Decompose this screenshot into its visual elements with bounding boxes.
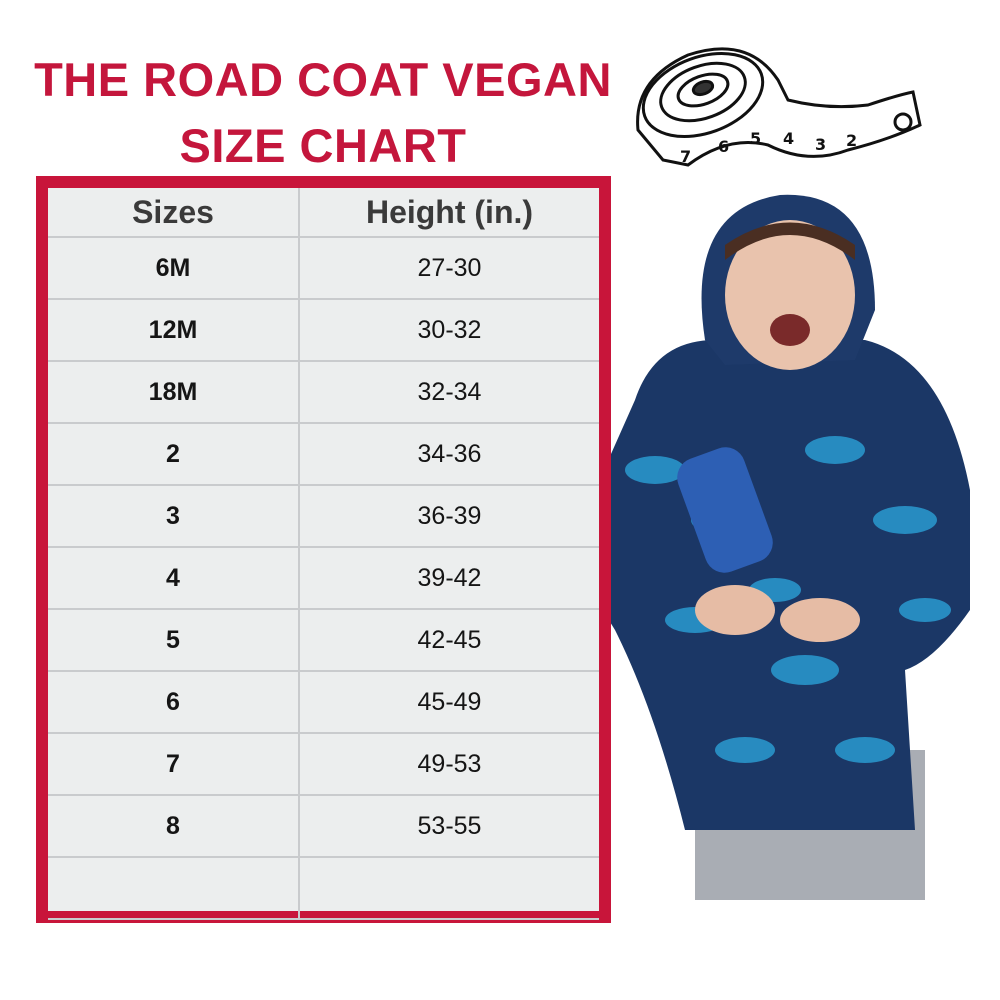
- table-row: 6 45-49: [48, 672, 599, 734]
- height-cell: 42-45: [417, 625, 482, 654]
- height-cell: 36-39: [417, 501, 482, 530]
- svg-text:7: 7: [680, 147, 691, 166]
- svg-text:5: 5: [750, 129, 761, 148]
- table-row: 7 49-53: [48, 734, 599, 796]
- table-row: 2 34-36: [48, 424, 599, 486]
- measuring-tape-icon: 7 6 5 4 3 2: [636, 47, 922, 167]
- child-coat-photo: [588, 194, 970, 900]
- height-cell: 27-30: [417, 253, 482, 282]
- size-cell: 4: [48, 548, 300, 608]
- size-cell: 8: [48, 796, 300, 856]
- table-row: 18M 32-34: [48, 362, 599, 424]
- height-cell: 49-53: [417, 749, 482, 778]
- svg-text:4: 4: [783, 129, 794, 148]
- table-row: 8 53-55: [48, 796, 599, 858]
- size-cell: 2: [48, 424, 300, 484]
- height-cell: 39-42: [417, 563, 482, 592]
- table-header: Sizes Height (in.): [48, 188, 599, 238]
- height-cell: 53-55: [417, 811, 482, 840]
- table-row: 4 39-42: [48, 548, 599, 610]
- title-line-1: THE ROAD COAT VEGAN: [34, 53, 612, 106]
- height-cell: 45-49: [417, 687, 482, 716]
- table-row: [48, 858, 599, 920]
- table-row: 6M 27-30: [48, 238, 599, 300]
- svg-text:6: 6: [718, 137, 729, 156]
- svg-text:2: 2: [846, 131, 857, 150]
- size-cell: 6: [48, 672, 300, 732]
- size-cell: 18M: [48, 362, 300, 422]
- svg-text:3: 3: [815, 135, 826, 154]
- size-cell: 5: [48, 610, 300, 670]
- size-cell: [48, 858, 300, 918]
- table-row: 12M 30-32: [48, 300, 599, 362]
- size-cell: Sizes: [48, 188, 300, 236]
- height-cell: 34-36: [417, 439, 482, 468]
- size-cell: 7: [48, 734, 300, 794]
- size-cell: 6M: [48, 238, 300, 298]
- height-cell: 32-34: [417, 377, 482, 406]
- height-cell: 30-32: [417, 315, 482, 344]
- title-line-2: SIZE CHART: [179, 119, 467, 172]
- table-row: 3 36-39: [48, 486, 599, 548]
- height-cell: Height (in.): [365, 193, 534, 230]
- table-row: 5 42-45: [48, 610, 599, 672]
- size-cell: 12M: [48, 300, 300, 360]
- size-chart-table: Sizes Height (in.) 6M 27-30 12M 30-32 18M 32-34…: [36, 176, 611, 923]
- size-cell: 3: [48, 486, 300, 546]
- height-cell: [300, 858, 599, 918]
